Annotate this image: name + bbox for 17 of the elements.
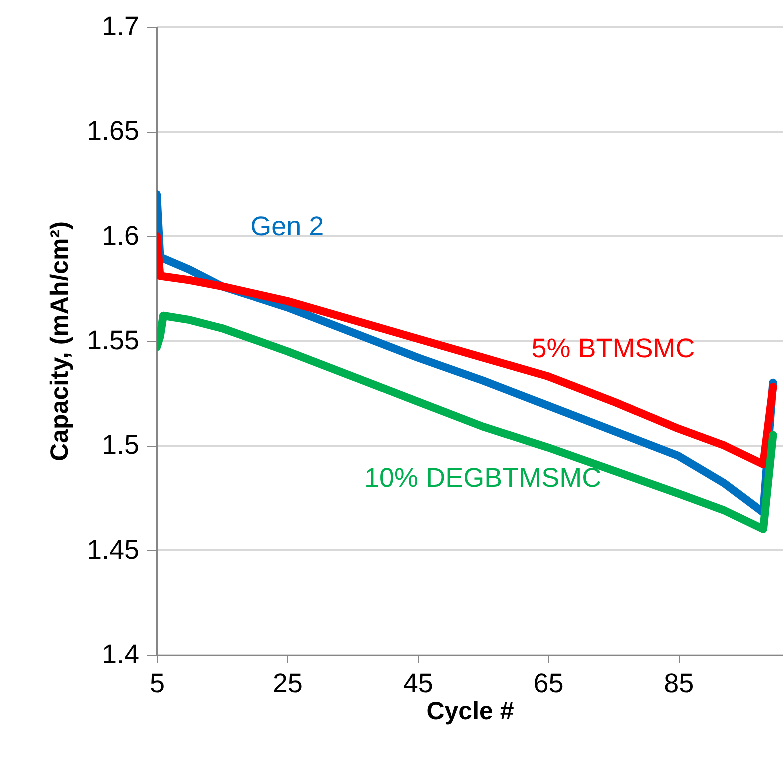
y-tick-label: 1.4 bbox=[102, 640, 140, 670]
x-tick-label: 25 bbox=[272, 668, 303, 698]
y-tick-label: 1.55 bbox=[86, 326, 140, 356]
series-label: 10% DEGBTMSMC bbox=[364, 462, 602, 493]
series-label: 5% BTMSMC bbox=[532, 334, 696, 364]
y-tick-label: 1.6 bbox=[102, 220, 140, 251]
y-tick-label: 1.65 bbox=[86, 116, 140, 146]
x-tick-label: 45 bbox=[403, 668, 434, 698]
y-tick-label: 1.7 bbox=[102, 12, 140, 42]
x-tick-label: 65 bbox=[534, 668, 564, 698]
x-tick-label: 85 bbox=[664, 668, 694, 698]
series-label: Gen 2 bbox=[250, 212, 324, 242]
x-tick-label: 5 bbox=[150, 668, 166, 698]
y-tick-label: 1.5 bbox=[102, 430, 140, 460]
y-tick-label: 1.45 bbox=[86, 534, 140, 565]
y-axis-title: Capacity, (mAh/cm²) bbox=[46, 222, 74, 462]
x-axis-title: Cycle # bbox=[426, 698, 514, 726]
